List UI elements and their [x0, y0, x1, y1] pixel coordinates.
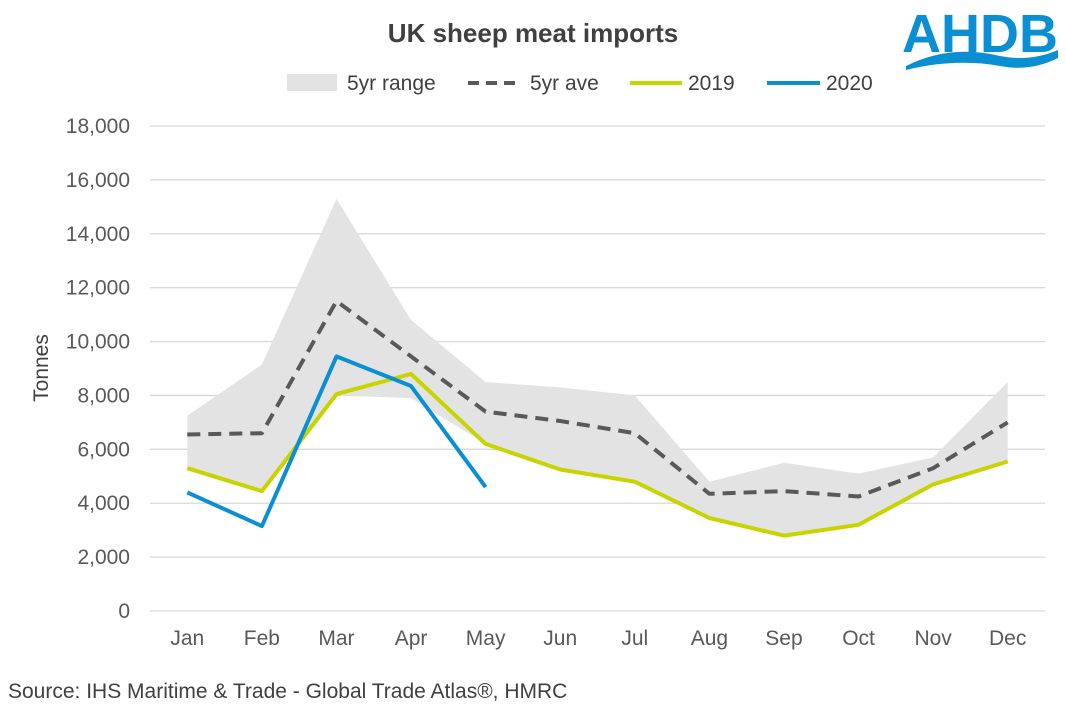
logo-wave-icon [906, 50, 1058, 70]
x-tick-label: Apr [395, 627, 428, 650]
y-axis-title: Tonnes [30, 334, 53, 402]
y-tick-label: 18,000 [66, 115, 130, 138]
series-line-2019 [186, 371, 1009, 538]
x-tick-label: Oct [842, 627, 875, 650]
series-line-2020 [186, 354, 488, 529]
legend-swatch-range [287, 74, 337, 91]
legend-label-2020: 2020 [826, 72, 873, 95]
x-tick-label: Dec [989, 627, 1026, 650]
x-tick-label: Jun [543, 627, 577, 650]
x-tick-labels: Jan Feb Mar Apr May Jun Jul Aug Sep Oct Nov Dec [170, 627, 1026, 650]
x-tick-label: Jul [621, 627, 648, 650]
chart-title: UK sheep meat imports [388, 18, 678, 48]
y-tick-label: 6,000 [77, 438, 130, 461]
source-note: Source: IHS Maritime & Trade - Global Tr… [8, 680, 567, 703]
legend-label-2019: 2019 [688, 72, 735, 95]
legend-label-ave: 5yr ave [530, 72, 599, 95]
x-tick-label: Sep [765, 627, 802, 650]
y-tick-label: 4,000 [77, 492, 130, 515]
x-tick-label: Nov [914, 627, 952, 650]
series-line-5yr-ave [187, 299, 1009, 499]
y-tick-label: 12,000 [66, 277, 130, 300]
x-tick-label: Aug [691, 627, 728, 650]
x-tick-label: Jan [170, 627, 204, 650]
legend: 5yr range 5yr ave 2019 2020 [287, 72, 873, 95]
x-tick-label: Feb [244, 627, 280, 650]
x-tick-label: May [466, 627, 506, 650]
legend-label-range: 5yr range [347, 72, 436, 95]
x-tick-label: Mar [318, 627, 354, 650]
y-tick-label: 14,000 [66, 223, 130, 246]
range-band [187, 198, 1008, 536]
y-tick-label: 10,000 [66, 331, 130, 354]
y-tick-label: 8,000 [77, 384, 130, 407]
y-tick-labels: 0 2,000 4,000 6,000 8,000 10,000 12,000 14,000 1… [66, 115, 130, 623]
y-tick-label: 0 [118, 600, 130, 623]
series-lines [186, 299, 1009, 538]
range-area [187, 198, 1008, 536]
y-tick-label: 16,000 [66, 169, 130, 192]
ahdb-logo: AHDB [902, 4, 1058, 70]
y-tick-label: 2,000 [77, 546, 130, 569]
